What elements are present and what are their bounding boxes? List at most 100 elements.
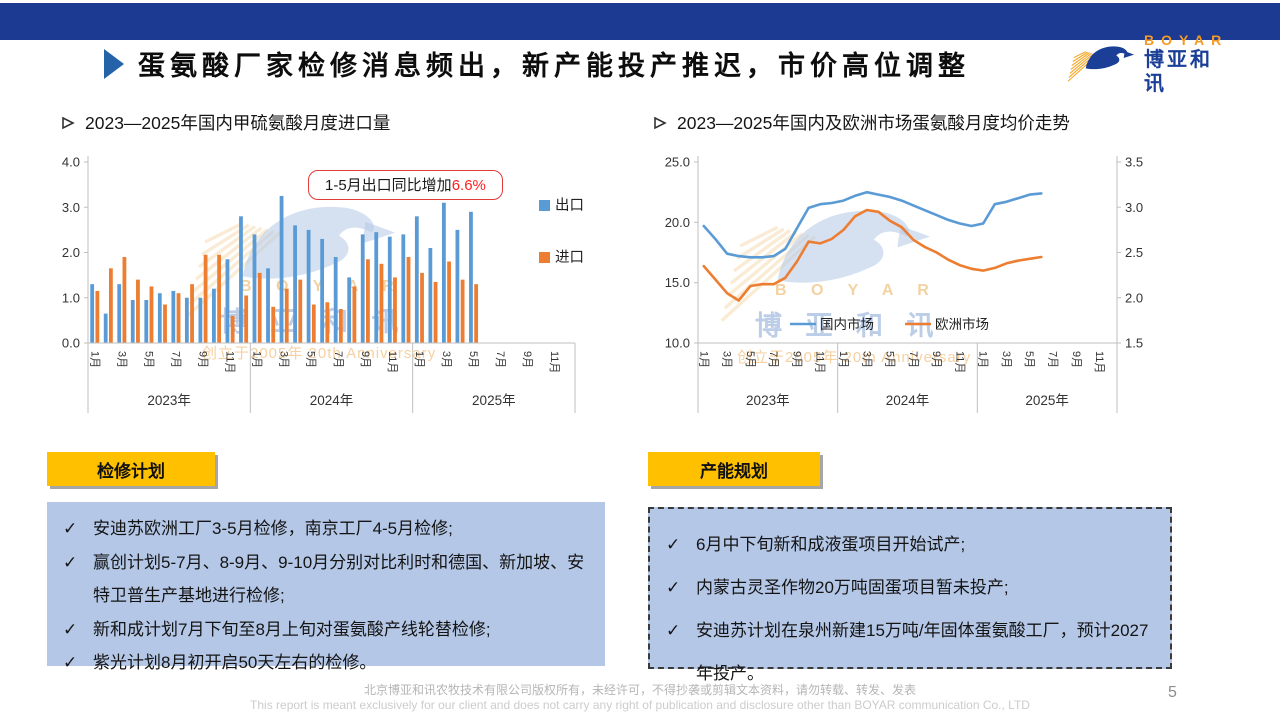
bullet-text: 6月中下旬新和成液蛋项目开始试产; <box>696 535 966 554</box>
legend-swatch <box>539 200 550 211</box>
x-tick-label: 7月 <box>767 351 779 368</box>
bar <box>320 238 325 343</box>
bar <box>144 300 149 343</box>
bullet-text: 紫光计划8月初开启50天左右的检修。 <box>93 653 377 672</box>
bar <box>374 232 379 343</box>
bar <box>108 268 113 343</box>
capacity-plan-button: 产能规划 <box>648 452 820 486</box>
bullet-item: ✓ 安迪苏欧洲工厂3-5月检修，南京工厂4-5月检修; <box>63 512 591 546</box>
bar <box>95 290 100 343</box>
bar <box>239 216 243 343</box>
y-tick-label: 0.0 <box>62 336 80 351</box>
bar <box>225 259 230 343</box>
year-label: 2025年 <box>1025 393 1069 408</box>
bar <box>414 216 419 343</box>
bullet-item: ✓ 6月中下旬新和成液蛋项目开始试产; <box>666 523 1156 566</box>
bar <box>406 257 411 343</box>
price-trend-line-chart: B O Y A R 博 亚 和 讯 创立于2005年 20th Annivers… <box>652 148 1157 448</box>
right-chart-title: 2023—2025年国内及欧洲市场蛋氨酸月度均价走势 <box>654 110 1070 135</box>
bar <box>190 284 194 343</box>
boyar-logo: BOYAR 博亚和讯 <box>1066 26 1226 102</box>
bar <box>306 229 311 343</box>
title-arrow-icon <box>104 48 124 79</box>
page-number: 5 <box>1168 684 1177 701</box>
y-tick-label: 4.0 <box>62 155 80 170</box>
bar <box>117 284 122 343</box>
import-export-bar-chart: B O Y A R 博 亚 和 讯 创立于2005年 20th Annivers… <box>52 148 597 448</box>
bar <box>338 309 343 343</box>
bar <box>266 268 270 343</box>
x-tick-label: 1月 <box>837 351 849 368</box>
chevron-bullet-icon <box>654 116 667 130</box>
x-tick-label: 7月 <box>169 351 181 368</box>
bar <box>393 277 397 343</box>
year-label: 2023年 <box>746 393 790 408</box>
x-tick-label: 11月 <box>1093 351 1105 373</box>
annotation-text: 1-5月出口同比增加 <box>325 177 452 194</box>
left-y-tick-label: 20.0 <box>665 215 690 230</box>
x-tick-label: 9月 <box>1070 351 1082 368</box>
legend-label: 国内市场 <box>820 316 874 332</box>
right-y-tick-label: 3.0 <box>1125 200 1143 215</box>
maintenance-plan-label: 检修计划 <box>97 461 165 481</box>
x-tick-label: 9月 <box>521 351 533 368</box>
annotation-callout: 1-5月出口同比增加6.6% <box>308 170 503 200</box>
bar <box>325 302 330 343</box>
bar <box>379 263 384 343</box>
x-tick-label: 3月 <box>1000 351 1012 368</box>
x-tick-label: 7月 <box>494 351 506 368</box>
x-tick-label: 3月 <box>115 351 127 368</box>
bar <box>203 254 208 343</box>
line-chart-svg: 25.0 20.0 15.0 10.0 3.5 3.0 2.5 2.0 1.5 1月 3月 5月 7月 9… <box>665 155 1143 413</box>
boyar-logo-en: BOYAR <box>1144 32 1229 48</box>
title-row: 蛋氨酸厂家检修消息频出，新产能投产推迟，市价高位调整 <box>104 44 970 83</box>
x-tick-label: 1月 <box>251 351 263 368</box>
legend-label: 进口 <box>555 249 584 266</box>
bar <box>103 313 108 343</box>
x-tick-label: 7月 <box>1046 351 1058 368</box>
bar <box>90 284 95 343</box>
x-tick-label: 11月 <box>224 351 236 373</box>
bar <box>217 254 222 343</box>
bar <box>447 261 451 343</box>
x-tick-label: 7月 <box>907 351 919 368</box>
bar <box>163 304 167 343</box>
bar <box>157 293 162 343</box>
bar <box>347 277 352 343</box>
bar <box>149 286 154 343</box>
left-y-tick-label: 10.0 <box>665 336 690 351</box>
x-tick-label: 11月 <box>548 351 560 373</box>
page-title: 蛋氨酸厂家检修消息频出，新产能投产推迟，市价高位调整 <box>138 51 970 81</box>
bar <box>271 306 276 343</box>
bar <box>387 236 392 343</box>
y-tick-label: 1.0 <box>62 290 80 305</box>
bar <box>455 229 460 343</box>
x-tick-label: 5月 <box>884 351 896 368</box>
bar <box>460 279 465 343</box>
right-chart-title-text: 2023—2025年国内及欧洲市场蛋氨酸月度均价走势 <box>677 113 1070 133</box>
x-tick-label: 5月 <box>1023 351 1035 368</box>
line-国内市场 <box>702 190 1043 259</box>
bar <box>257 272 262 343</box>
bar <box>441 202 446 343</box>
x-tick-label: 3月 <box>278 351 290 368</box>
bullet-item: ✓ 新和成计划7月下旬至8月上旬对蛋氨酸产线轮替检修; <box>63 613 591 647</box>
line-欧洲市场 <box>702 208 1043 302</box>
left-chart-title-text: 2023—2025年国内甲硫氨酸月度进口量 <box>85 113 391 133</box>
right-y-tick-label: 3.5 <box>1125 155 1143 170</box>
x-tick-label: 9月 <box>790 351 802 368</box>
series-进口 <box>95 254 479 343</box>
x-tick-label: 3月 <box>440 351 452 368</box>
series-出口 <box>90 195 473 343</box>
x-tick-label: 3月 <box>860 351 872 368</box>
x-tick-label: 5月 <box>142 351 154 368</box>
bullet-text: 内蒙古灵圣作物20万吨固蛋项目暂未投产; <box>696 578 1009 597</box>
bar <box>333 257 338 343</box>
right-y-tick-label: 2.5 <box>1125 245 1143 260</box>
x-tick-label: 1月 <box>977 351 989 368</box>
bar <box>284 288 289 343</box>
check-icon: ✓ <box>666 535 681 554</box>
x-tick-label: 9月 <box>196 351 208 368</box>
x-tick-label: 5月 <box>305 351 317 368</box>
